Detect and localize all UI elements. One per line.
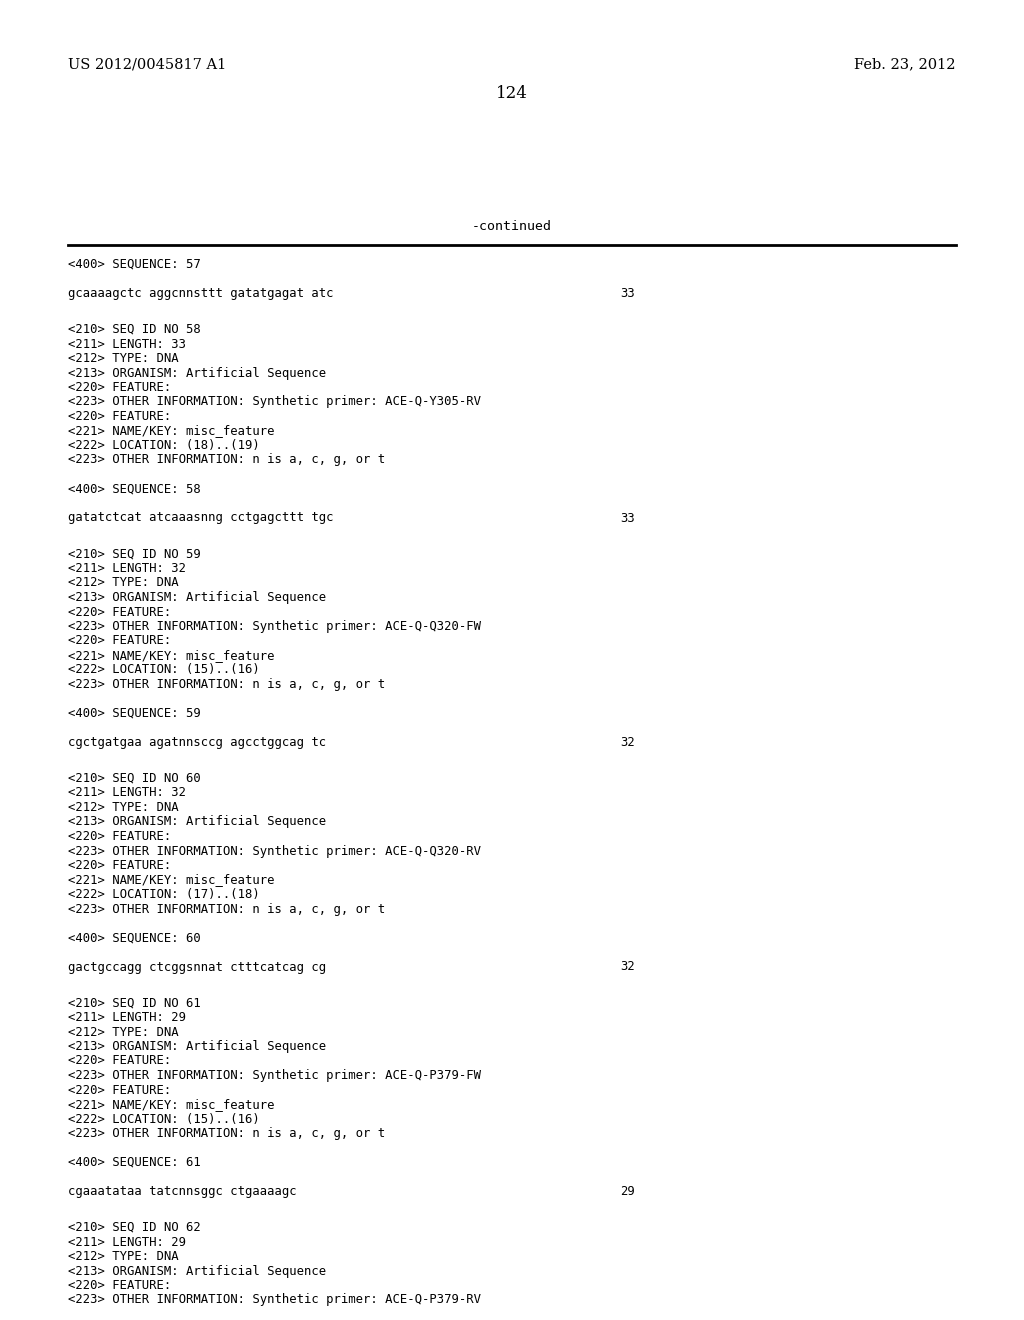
Text: <212> TYPE: DNA: <212> TYPE: DNA — [68, 1026, 178, 1039]
Text: <210> SEQ ID NO 59: <210> SEQ ID NO 59 — [68, 548, 201, 561]
Text: <221> NAME/KEY: misc_feature: <221> NAME/KEY: misc_feature — [68, 649, 274, 663]
Text: <223> OTHER INFORMATION: Synthetic primer: ACE-Q-P379-FW: <223> OTHER INFORMATION: Synthetic prime… — [68, 1069, 481, 1082]
Text: 32: 32 — [620, 961, 635, 974]
Text: <400> SEQUENCE: 61: <400> SEQUENCE: 61 — [68, 1156, 201, 1170]
Text: <211> LENGTH: 29: <211> LENGTH: 29 — [68, 1011, 186, 1024]
Text: US 2012/0045817 A1: US 2012/0045817 A1 — [68, 57, 226, 71]
Text: <210> SEQ ID NO 58: <210> SEQ ID NO 58 — [68, 323, 201, 337]
Text: <213> ORGANISM: Artificial Sequence: <213> ORGANISM: Artificial Sequence — [68, 1040, 326, 1053]
Text: <212> TYPE: DNA: <212> TYPE: DNA — [68, 801, 178, 814]
Text: <213> ORGANISM: Artificial Sequence: <213> ORGANISM: Artificial Sequence — [68, 591, 326, 605]
Text: <220> FEATURE:: <220> FEATURE: — [68, 411, 171, 422]
Text: <400> SEQUENCE: 59: <400> SEQUENCE: 59 — [68, 708, 201, 719]
Text: <222> LOCATION: (18)..(19): <222> LOCATION: (18)..(19) — [68, 440, 260, 451]
Text: <212> TYPE: DNA: <212> TYPE: DNA — [68, 577, 178, 590]
Text: <213> ORGANISM: Artificial Sequence: <213> ORGANISM: Artificial Sequence — [68, 367, 326, 380]
Text: <221> NAME/KEY: misc_feature: <221> NAME/KEY: misc_feature — [68, 425, 274, 437]
Text: <210> SEQ ID NO 62: <210> SEQ ID NO 62 — [68, 1221, 201, 1234]
Text: <223> OTHER INFORMATION: Synthetic primer: ACE-Q-P379-RV: <223> OTHER INFORMATION: Synthetic prime… — [68, 1294, 481, 1307]
Text: <223> OTHER INFORMATION: n is a, c, g, or t: <223> OTHER INFORMATION: n is a, c, g, o… — [68, 1127, 385, 1140]
Text: <213> ORGANISM: Artificial Sequence: <213> ORGANISM: Artificial Sequence — [68, 1265, 326, 1278]
Text: gactgccagg ctcggsnnat ctttcatcag cg: gactgccagg ctcggsnnat ctttcatcag cg — [68, 961, 326, 974]
Text: <220> FEATURE:: <220> FEATURE: — [68, 635, 171, 648]
Text: <220> FEATURE:: <220> FEATURE: — [68, 606, 171, 619]
Text: <223> OTHER INFORMATION: Synthetic primer: ACE-Q-Q320-RV: <223> OTHER INFORMATION: Synthetic prime… — [68, 845, 481, 858]
Text: <220> FEATURE:: <220> FEATURE: — [68, 381, 171, 393]
Text: <213> ORGANISM: Artificial Sequence: <213> ORGANISM: Artificial Sequence — [68, 816, 326, 829]
Text: <400> SEQUENCE: 57: <400> SEQUENCE: 57 — [68, 257, 201, 271]
Text: <220> FEATURE:: <220> FEATURE: — [68, 830, 171, 843]
Text: <222> LOCATION: (15)..(16): <222> LOCATION: (15)..(16) — [68, 1113, 260, 1126]
Text: <211> LENGTH: 32: <211> LENGTH: 32 — [68, 562, 186, 576]
Text: -continued: -continued — [472, 220, 552, 234]
Text: <222> LOCATION: (17)..(18): <222> LOCATION: (17)..(18) — [68, 888, 260, 902]
Text: cgctgatgaa agatnnsccg agcctggcag tc: cgctgatgaa agatnnsccg agcctggcag tc — [68, 737, 326, 748]
Text: <211> LENGTH: 32: <211> LENGTH: 32 — [68, 787, 186, 800]
Text: <400> SEQUENCE: 60: <400> SEQUENCE: 60 — [68, 932, 201, 945]
Text: <400> SEQUENCE: 58: <400> SEQUENCE: 58 — [68, 483, 201, 495]
Text: gatatctcat atcaaasnng cctgagcttt tgc: gatatctcat atcaaasnng cctgagcttt tgc — [68, 511, 334, 524]
Text: 32: 32 — [620, 737, 635, 748]
Text: <212> TYPE: DNA: <212> TYPE: DNA — [68, 1250, 178, 1263]
Text: 33: 33 — [620, 286, 635, 300]
Text: <220> FEATURE:: <220> FEATURE: — [68, 859, 171, 873]
Text: <222> LOCATION: (15)..(16): <222> LOCATION: (15)..(16) — [68, 664, 260, 676]
Text: <210> SEQ ID NO 61: <210> SEQ ID NO 61 — [68, 997, 201, 1010]
Text: <223> OTHER INFORMATION: Synthetic primer: ACE-Q-Q320-FW: <223> OTHER INFORMATION: Synthetic prime… — [68, 620, 481, 634]
Text: 124: 124 — [496, 84, 528, 102]
Text: <223> OTHER INFORMATION: n is a, c, g, or t: <223> OTHER INFORMATION: n is a, c, g, o… — [68, 678, 385, 690]
Text: <223> OTHER INFORMATION: n is a, c, g, or t: <223> OTHER INFORMATION: n is a, c, g, o… — [68, 903, 385, 916]
Text: 29: 29 — [620, 1185, 635, 1199]
Text: cgaaatataa tatcnnsggc ctgaaaagc: cgaaatataa tatcnnsggc ctgaaaagc — [68, 1185, 297, 1199]
Text: gcaaaagctc aggcnnsttt gatatgagat atc: gcaaaagctc aggcnnsttt gatatgagat atc — [68, 286, 334, 300]
Text: <221> NAME/KEY: misc_feature: <221> NAME/KEY: misc_feature — [68, 874, 274, 887]
Text: <212> TYPE: DNA: <212> TYPE: DNA — [68, 352, 178, 366]
Text: 33: 33 — [620, 511, 635, 524]
Text: Feb. 23, 2012: Feb. 23, 2012 — [854, 57, 956, 71]
Text: <223> OTHER INFORMATION: n is a, c, g, or t: <223> OTHER INFORMATION: n is a, c, g, o… — [68, 454, 385, 466]
Text: <210> SEQ ID NO 60: <210> SEQ ID NO 60 — [68, 772, 201, 785]
Text: <220> FEATURE:: <220> FEATURE: — [68, 1279, 171, 1292]
Text: <221> NAME/KEY: misc_feature: <221> NAME/KEY: misc_feature — [68, 1098, 274, 1111]
Text: <220> FEATURE:: <220> FEATURE: — [68, 1055, 171, 1068]
Text: <211> LENGTH: 33: <211> LENGTH: 33 — [68, 338, 186, 351]
Text: <211> LENGTH: 29: <211> LENGTH: 29 — [68, 1236, 186, 1249]
Text: <220> FEATURE:: <220> FEATURE: — [68, 1084, 171, 1097]
Text: <223> OTHER INFORMATION: Synthetic primer: ACE-Q-Y305-RV: <223> OTHER INFORMATION: Synthetic prime… — [68, 396, 481, 408]
